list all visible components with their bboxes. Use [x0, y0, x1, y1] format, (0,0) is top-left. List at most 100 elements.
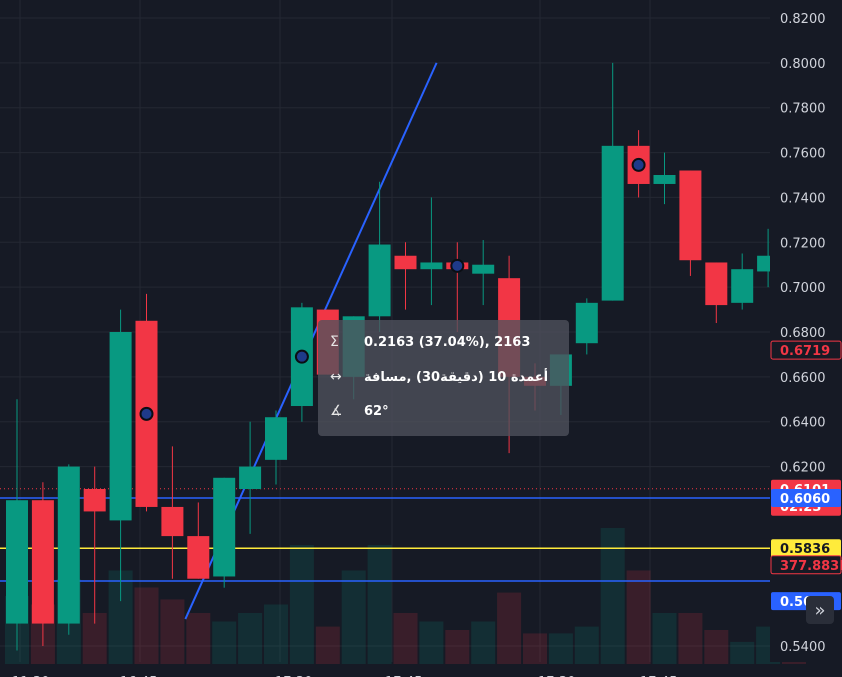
- volume-bar: [574, 626, 599, 664]
- measure-tooltip: Σ 0.2163 (37.04%), 2163 ↔ أعمدة 10 (دقيق…: [318, 320, 569, 436]
- candle[interactable]: [83, 466, 106, 624]
- price-tag-bg: [770, 555, 842, 575]
- candle[interactable]: [239, 421, 262, 534]
- candle[interactable]: [368, 181, 391, 332]
- volume-bar: [652, 613, 677, 664]
- candle-body: [239, 466, 262, 489]
- double-chevron-right-icon: »: [814, 599, 826, 621]
- time-tick-label: 17:30: [275, 675, 312, 677]
- price-tag: 377.883K: [770, 555, 842, 575]
- price-tick-label: 0.7000: [780, 281, 826, 296]
- price-tag-label: 0.5836: [780, 542, 830, 557]
- volume-bar: [548, 633, 573, 664]
- tooltip-angle-text: 62°: [364, 403, 389, 419]
- signal-marker: [450, 258, 465, 273]
- price-tick-label: 0.6600: [780, 371, 826, 386]
- time-axis-bg: [0, 668, 842, 677]
- signal-marker: [631, 157, 646, 172]
- sigma-icon: Σ: [330, 334, 339, 350]
- volume-bar: [238, 613, 263, 664]
- candle-body: [705, 262, 728, 306]
- candle-body: [265, 417, 287, 460]
- candle[interactable]: [31, 482, 54, 646]
- signal-marker: [294, 349, 309, 364]
- volume-bar: [367, 545, 392, 664]
- candle[interactable]: [472, 240, 495, 306]
- volume-bar: [523, 633, 547, 664]
- candle[interactable]: [420, 197, 443, 306]
- price-tag-bg: [771, 539, 841, 558]
- price-tick-label: 0.7800: [780, 102, 826, 117]
- candle[interactable]: [575, 298, 598, 355]
- volume-bar: [134, 587, 159, 664]
- time-tick-label: 11:30: [12, 675, 49, 677]
- price-tag-bg: [771, 488, 841, 507]
- time-tick-label: 17:45: [640, 675, 677, 677]
- volume-bar: [445, 630, 470, 664]
- candle[interactable]: [653, 152, 676, 205]
- price-tick-label: 0.6200: [780, 461, 826, 476]
- time-tick-label: 17:45: [385, 675, 422, 677]
- candle-body: [57, 466, 80, 624]
- price-tick-label: 0.8200: [780, 12, 826, 27]
- volume-bar: [497, 592, 522, 664]
- candle[interactable]: [161, 446, 184, 579]
- volume-bar: [315, 626, 340, 664]
- time-axis[interactable]: 11:30 16:45 17:30 17:45 17:30 17:45: [0, 668, 842, 677]
- candle-body: [109, 332, 132, 521]
- price-tag: 0.6060: [771, 488, 841, 507]
- volume-bar: [289, 545, 314, 664]
- candle[interactable]: [135, 293, 158, 512]
- candle-body: [6, 500, 28, 624]
- volume-bar: [212, 621, 237, 664]
- price-tick-label: 0.8000: [780, 57, 826, 72]
- volume-bar: [393, 613, 418, 664]
- volume-bar: [730, 641, 755, 664]
- candle-body: [472, 264, 495, 274]
- candle[interactable]: [731, 253, 754, 310]
- candle-body: [161, 506, 184, 537]
- candle-body: [575, 302, 598, 344]
- candle-body: [731, 269, 754, 303]
- candle[interactable]: [109, 309, 132, 602]
- candle[interactable]: [679, 170, 702, 276]
- price-tag: 0.5836: [771, 539, 841, 558]
- volume-bar: [264, 604, 288, 664]
- candle-body: [679, 170, 702, 261]
- price-tag-label: 377.883K: [780, 559, 842, 574]
- tooltip-row-range: ↔ أعمدة 10 (دقيقة30) ,مسافة: [330, 367, 548, 387]
- scroll-to-realtime-button[interactable]: »: [806, 596, 834, 624]
- candle[interactable]: [265, 410, 287, 485]
- candle-body: [420, 262, 443, 270]
- tooltip-range-text: أعمدة 10 (دقيقة30) ,مسافة: [364, 369, 549, 385]
- angle-icon: ∡: [330, 403, 343, 419]
- candle-body: [368, 244, 391, 317]
- candle-body: [31, 500, 54, 624]
- candle[interactable]: [601, 62, 624, 301]
- price-tick-label: 0.7600: [780, 147, 826, 162]
- price-tag-label: 0.6719: [780, 344, 830, 359]
- candle[interactable]: [187, 502, 210, 579]
- range-arrows-icon: ↔: [330, 369, 342, 385]
- candle[interactable]: [394, 242, 417, 310]
- price-tick-label: 0.7400: [780, 191, 826, 206]
- volume-bar: [341, 570, 366, 664]
- volume-bar: [600, 528, 625, 664]
- volume-bar: [704, 630, 729, 664]
- volume-bar: [471, 621, 496, 664]
- volume-bar: [160, 599, 185, 664]
- volume-bar: [186, 613, 211, 664]
- candle-body: [394, 255, 417, 270]
- candle-body: [83, 489, 106, 512]
- candle[interactable]: [213, 477, 236, 588]
- price-tag-label: 0.56: [780, 595, 812, 610]
- candle-body: [601, 145, 624, 301]
- candle[interactable]: [705, 262, 728, 324]
- price-tag-bg: [770, 340, 842, 360]
- price-tick-label: 0.7200: [780, 236, 826, 251]
- candle[interactable]: [57, 464, 80, 635]
- price-tick-label: 0.5400: [780, 640, 826, 655]
- candle[interactable]: [6, 399, 28, 651]
- tooltip-change-text: 0.2163 (37.04%), 2163: [364, 334, 531, 350]
